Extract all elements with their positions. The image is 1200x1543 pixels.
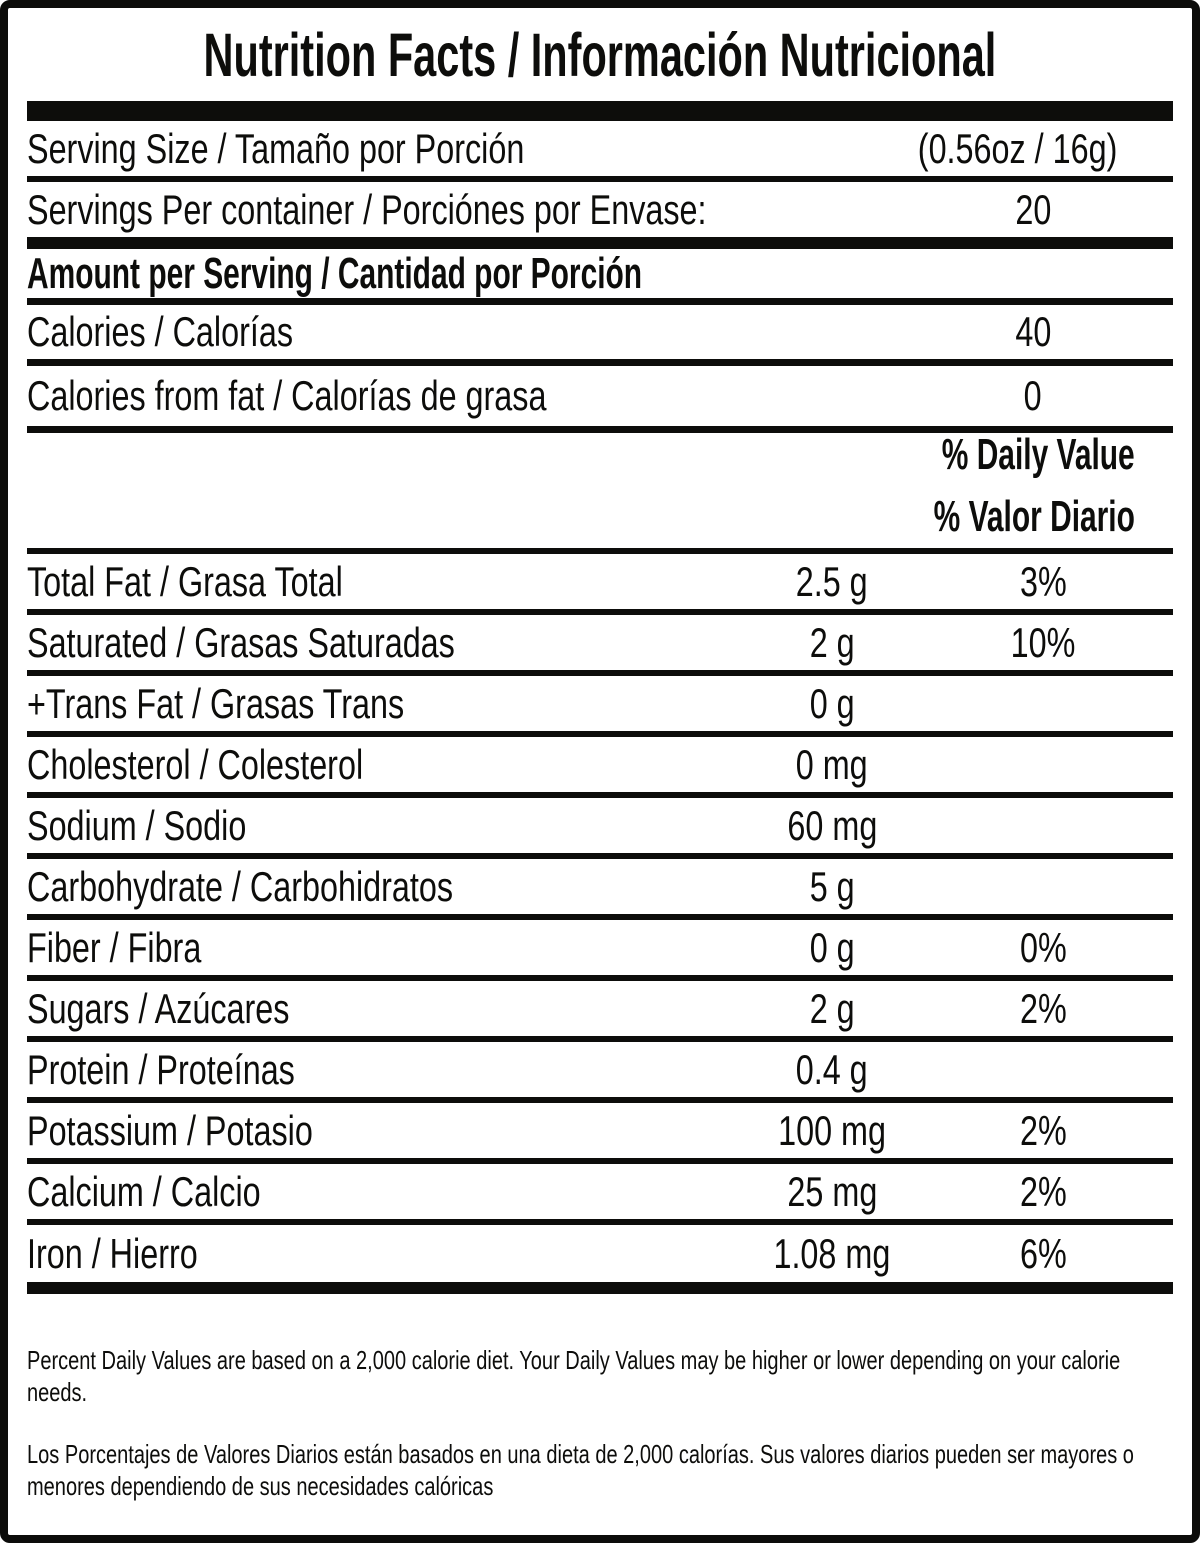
nutrient-label: Total Fat / Grasa Total xyxy=(27,557,343,605)
nutrient-row-fiber: Fiber / Fibra 0 g 0% xyxy=(27,920,1173,981)
nutrient-daily-value: 6% xyxy=(1019,1229,1067,1277)
nutrient-row-sugars: Sugars / Azúcares 2 g 2% xyxy=(27,981,1173,1042)
title-row: Nutrition Facts / Información Nutriciona… xyxy=(27,8,1173,101)
page-title: Nutrition Facts / Información Nutriciona… xyxy=(203,20,997,89)
calories-from-fat-row: Calories from fat / Calorías de grasa 0 xyxy=(27,366,1173,433)
daily-value-header-row: % Daily Value % Valor Diario xyxy=(27,430,1173,554)
footnotes: Percent Daily Values are based on a 2,00… xyxy=(27,1294,1173,1502)
servings-per-container-value: 20 xyxy=(1015,185,1051,233)
daily-value-header-en: % Daily Value xyxy=(942,429,1135,479)
nutrient-row-iron: Iron / Hierro 1.08 mg 6% xyxy=(27,1225,1173,1282)
serving-size-value: (0.56oz / 16g) xyxy=(918,124,1118,172)
serving-size-label: Serving Size / Tamaño por Porción xyxy=(27,124,525,172)
serving-size-row: Serving Size / Tamaño por Porción (0.56o… xyxy=(27,121,1173,182)
bottom-divider-bar xyxy=(27,1282,1173,1294)
nutrient-amount: 1.08 mg xyxy=(773,1229,891,1277)
servings-per-container-label: Servings Per container / Porciónes por E… xyxy=(27,185,707,233)
nutrient-amount: 60 mg xyxy=(787,801,877,849)
nutrient-amount: 2 g xyxy=(809,618,855,666)
nutrient-row-protein: Protein / Proteínas 0.4 g xyxy=(27,1042,1173,1103)
nutrient-daily-value: 2% xyxy=(1019,1167,1067,1215)
nutrient-label: Carbohydrate / Carbohidratos xyxy=(27,862,454,910)
nutrient-amount: 2.5 g xyxy=(796,557,868,605)
calories-from-fat-value: 0 xyxy=(1023,372,1042,419)
nutrient-row-trans-fat: +Trans Fat / Grasas Trans 0 g xyxy=(27,676,1173,737)
nutrient-amount: 0 g xyxy=(809,679,855,727)
nutrient-row-cholesterol: Cholesterol / Colesterol 0 mg xyxy=(27,737,1173,798)
nutrient-amount: 100 mg xyxy=(778,1106,886,1154)
nutrient-label: Saturated / Grasas Saturadas xyxy=(27,618,455,666)
nutrient-daily-value: 3% xyxy=(1019,557,1067,605)
nutrient-label: Fiber / Fibra xyxy=(27,923,202,971)
amount-per-serving-header-row: Amount per Serving / Cantidad por Porció… xyxy=(27,249,1173,305)
nutrient-amount: 0 g xyxy=(809,923,855,971)
nutrient-label: Calcium / Calcio xyxy=(27,1167,261,1215)
nutrient-row-carbohydrate: Carbohydrate / Carbohidratos 5 g xyxy=(27,859,1173,920)
nutrient-label: Iron / Hierro xyxy=(27,1229,198,1277)
nutrient-daily-value: 2% xyxy=(1019,1106,1067,1154)
calories-from-fat-label: Calories from fat / Calorías de grasa xyxy=(27,372,547,419)
nutrient-row-saturated-fat: Saturated / Grasas Saturadas 2 g 10% xyxy=(27,615,1173,676)
calories-row: Calories / Calorías 40 xyxy=(27,305,1173,366)
servings-per-container-row: Servings Per container / Porciónes por E… xyxy=(27,182,1173,249)
nutrient-amount: 5 g xyxy=(809,862,855,910)
daily-value-header: % Daily Value % Valor Diario xyxy=(27,429,1173,553)
nutrient-label: Sodium / Sodio xyxy=(27,801,247,849)
daily-value-header-es: % Valor Diario xyxy=(933,491,1135,541)
nutrient-daily-value: 10% xyxy=(1010,618,1076,666)
title-divider-bar xyxy=(27,101,1173,121)
calories-label: Calories / Calorías xyxy=(27,308,294,355)
nutrient-amount: 0.4 g xyxy=(796,1045,868,1093)
nutrient-label: Sugars / Azúcares xyxy=(27,984,290,1032)
footnote-english: Percent Daily Values are based on a 2,00… xyxy=(27,1345,1121,1407)
nutrient-daily-value: 0% xyxy=(1019,923,1067,971)
nutrient-label: Cholesterol / Colesterol xyxy=(27,740,364,788)
nutrient-row-potassium: Potassium / Potasio 100 mg 2% xyxy=(27,1103,1173,1164)
nutrient-amount: 25 mg xyxy=(787,1167,877,1215)
nutrient-label: Protein / Proteínas xyxy=(27,1045,295,1093)
calories-value: 40 xyxy=(1015,308,1051,355)
nutrient-row-sodium: Sodium / Sodio 60 mg xyxy=(27,798,1173,859)
footnote-spanish: Los Porcentajes de Valores Diarios están… xyxy=(27,1439,1134,1501)
nutrient-amount: 2 g xyxy=(809,984,855,1032)
nutrient-amount: 0 mg xyxy=(796,740,868,788)
nutrient-label: +Trans Fat / Grasas Trans xyxy=(27,679,405,727)
nutrient-row-total-fat: Total Fat / Grasa Total 2.5 g 3% xyxy=(27,554,1173,615)
nutrient-row-calcium: Calcium / Calcio 25 mg 2% xyxy=(27,1164,1173,1225)
nutrient-daily-value: 2% xyxy=(1019,984,1067,1032)
amount-per-serving-header: Amount per Serving / Cantidad por Porció… xyxy=(27,248,643,298)
nutrient-label: Potassium / Potasio xyxy=(27,1106,313,1154)
